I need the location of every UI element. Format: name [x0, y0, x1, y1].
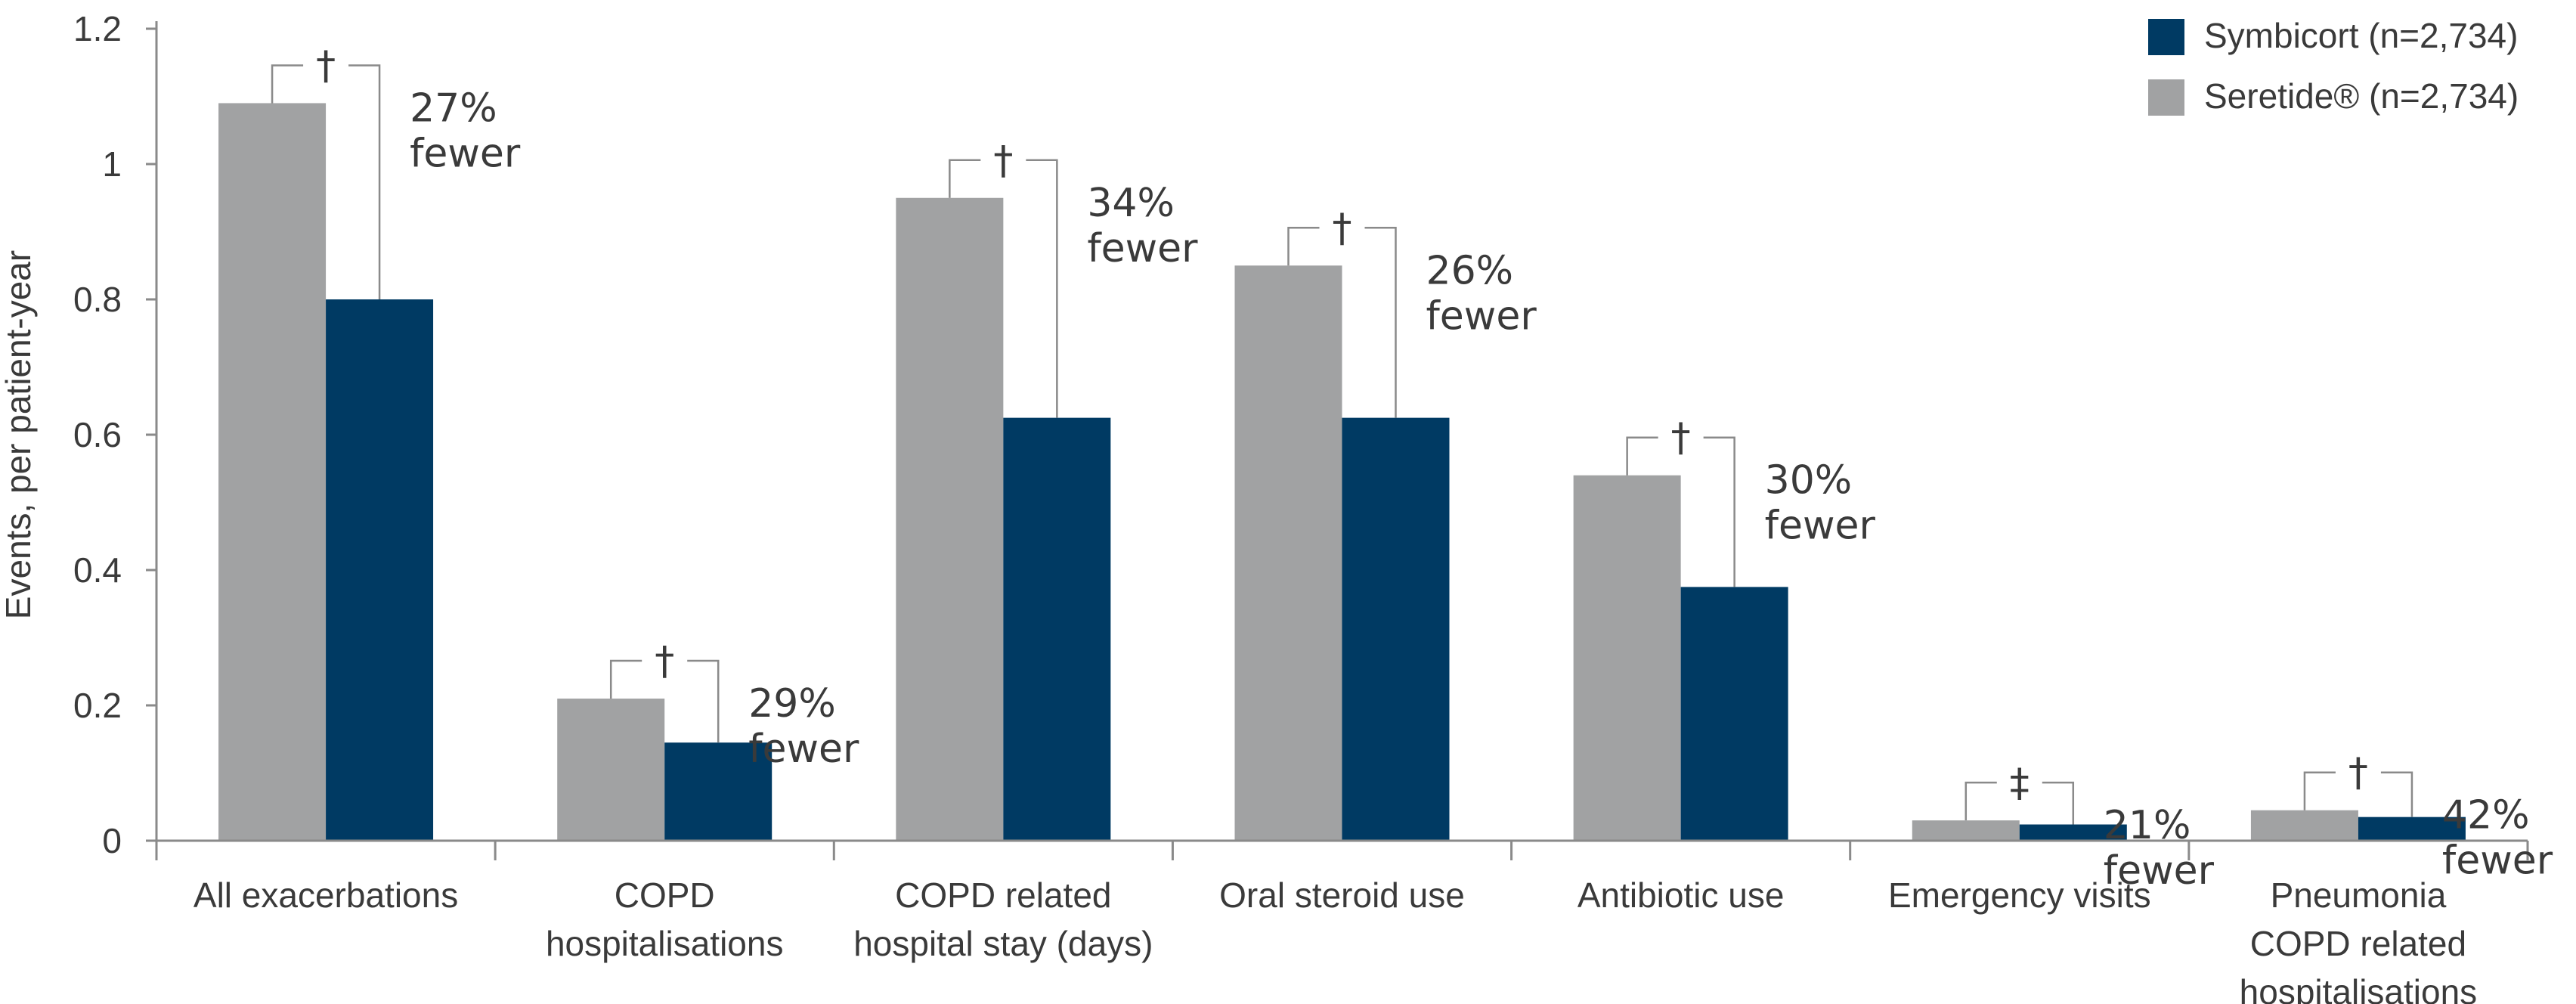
significance-mark: † [993, 138, 1013, 184]
reduction-label: fewer [410, 131, 521, 176]
bar-seretide [1912, 820, 2020, 841]
reduction-label: fewer [748, 727, 859, 772]
reduction-label: 42% [2442, 793, 2530, 838]
reduction-label: 21% [2104, 803, 2191, 848]
significance-bracket [2303, 771, 2413, 817]
bar-symbicort [1003, 417, 1111, 841]
significance-mark: † [2348, 751, 2368, 796]
legend: Symbicort (n=2,734) Seretide® (n=2,734) [2148, 16, 2519, 116]
bar-seretide [896, 197, 1004, 841]
bar-seretide [1573, 475, 1681, 841]
y-tick-label: 0.8 [73, 280, 122, 319]
reduction-label: fewer [1426, 293, 1537, 339]
bar-symbicort [1680, 587, 1788, 841]
significance-bracket [1965, 781, 2075, 825]
legend-label: Seretide® (n=2,734) [2204, 76, 2519, 116]
bar-symbicort [664, 742, 772, 841]
significance-mark: † [1671, 416, 1691, 461]
reduction-label: 27% [410, 85, 497, 131]
significance-mark: ‡ [2010, 761, 2030, 806]
significance-bracket [949, 159, 1058, 418]
x-category-label: hospitalisations [2240, 972, 2478, 1004]
bar-symbicort [2019, 824, 2127, 841]
bar-symbicort [2358, 817, 2466, 841]
legend-swatch [2148, 19, 2184, 55]
bar-seretide [557, 699, 665, 841]
reduction-label: 30% [1765, 458, 1853, 504]
legend-label: Symbicort (n=2,734) [2204, 16, 2518, 55]
y-tick-label: 1.2 [73, 9, 122, 48]
significance-bracket [1626, 436, 1735, 587]
significance-mark: † [655, 639, 674, 684]
x-category-label: Oral steroid use [1219, 875, 1465, 915]
reduction-label: 34% [1087, 181, 1175, 226]
significance-mark: † [316, 43, 336, 88]
legend-swatch [2148, 79, 2184, 116]
x-category-label: COPD related [895, 875, 1111, 915]
significance-mark: † [1333, 206, 1352, 251]
reduction-label: fewer [2104, 848, 2215, 894]
y-axis-title: Events, per patient-year [0, 250, 38, 619]
reduction-label: fewer [2442, 838, 2553, 884]
bar-seretide [2250, 810, 2358, 841]
x-category-label: COPD related [2250, 924, 2466, 963]
bar-seretide [1234, 265, 1342, 841]
significance-bracket [609, 659, 720, 743]
bars-layer [218, 103, 2466, 841]
y-tick-label: 0.2 [73, 686, 122, 725]
y-tick-label: 0 [102, 821, 122, 860]
x-category-label: Emergency visits [1888, 875, 2151, 915]
brackets-layer [271, 64, 2413, 825]
reduction-label: 26% [1426, 248, 1514, 293]
bar-symbicort [326, 299, 434, 841]
y-tick-label: 1 [102, 144, 122, 184]
reduction-label: fewer [1087, 226, 1198, 271]
x-category-label: COPD [615, 875, 715, 915]
y-tick-label: 0.6 [73, 415, 122, 454]
x-category-label: Antibiotic use [1577, 875, 1785, 915]
significance-bracket [271, 64, 381, 299]
significance-bracket [1287, 227, 1397, 418]
bar-seretide [218, 103, 327, 841]
axes-layer: 0 0.2 0.4 0.6 0.8 1 1.2 [73, 9, 2529, 860]
bar-symbicort [1342, 417, 1450, 841]
x-category-label: hospital stay (days) [853, 924, 1153, 963]
x-category-label: All exacerbations [194, 875, 458, 915]
reduction-label: 29% [748, 681, 836, 727]
reduction-label: fewer [1765, 504, 1876, 549]
x-category-label: Pneumonia [2271, 875, 2447, 915]
x-category-label: hospitalisations [546, 924, 784, 963]
y-tick-label: 0.4 [73, 550, 122, 590]
